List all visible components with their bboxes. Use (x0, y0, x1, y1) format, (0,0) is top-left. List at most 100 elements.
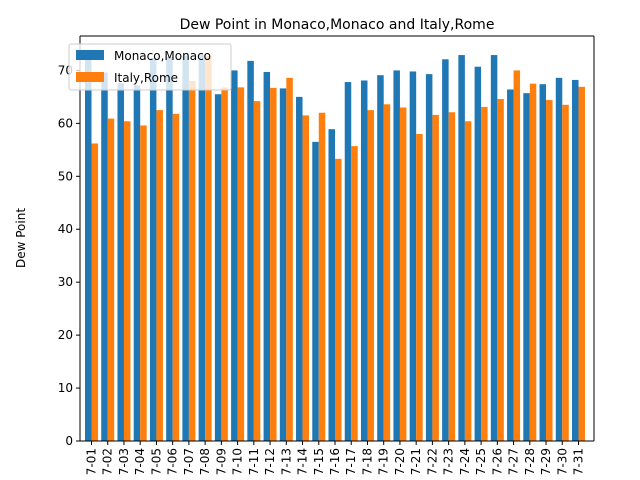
bar-italy-rome-7-24 (464, 121, 472, 442)
bar-italy-rome-7-31 (578, 86, 585, 441)
bar-italy-rome-7-06 (172, 113, 180, 441)
bar-monaco-monaco-7-14 (296, 96, 303, 441)
bar-monaco-monaco-7-06 (166, 57, 173, 442)
bar-monaco-monaco-7-29 (539, 84, 547, 442)
y-tick-label-20: 20 (58, 328, 73, 342)
x-tick-label-7-19: 7-19 (377, 448, 391, 475)
x-tick-label-7-30: 7-30 (555, 448, 569, 475)
x-axis-ticks: 7-01 7-02 7-03 7-04 7-05 7-06 7-07 7-08 7-09 7-10… (85, 441, 586, 475)
x-tick-label-7-05: 7-05 (149, 448, 163, 475)
legend-frame (68, 43, 232, 91)
bar-italy-rome-7-04 (140, 125, 147, 441)
x-tick-label-7-02: 7-02 (101, 448, 115, 475)
y-tick-label-50: 50 (58, 169, 73, 183)
bar-monaco-monaco-7-12 (263, 72, 271, 441)
bar-italy-rome-7-15 (318, 112, 326, 441)
x-tick-label-7-20: 7-20 (393, 448, 407, 475)
bar-italy-rome-7-23 (448, 112, 456, 442)
bar-monaco-monaco-7-13 (279, 88, 287, 441)
bar-monaco-monaco-7-23 (442, 59, 449, 441)
x-tick-label-7-24: 7-24 (458, 448, 472, 475)
bar-italy-rome-7-11 (253, 101, 261, 442)
bar-monaco-monaco-7-18 (360, 80, 368, 441)
bar-italy-rome-7-28 (529, 83, 537, 442)
x-tick-label-7-10: 7-10 (231, 448, 245, 475)
bar-italy-rome-7-08 (205, 56, 212, 442)
bar-group (85, 54, 585, 442)
x-tick-label-7-22: 7-22 (425, 448, 439, 475)
x-tick-label-7-17: 7-17 (344, 448, 358, 475)
x-tick-label-7-09: 7-09 (214, 448, 228, 475)
bar-italy-rome-7-19 (383, 104, 391, 441)
x-tick-label-7-26: 7-26 (490, 448, 504, 475)
bar-italy-rome-7-16 (335, 158, 342, 441)
x-tick-label-7-13: 7-13 (279, 448, 293, 475)
bar-italy-rome-7-21 (416, 133, 423, 441)
x-tick-label-7-07: 7-07 (182, 448, 196, 475)
y-axis-label: Dew Point (14, 208, 28, 268)
x-tick-label-7-03: 7-03 (117, 448, 131, 475)
bar-monaco-monaco-7-03 (117, 83, 124, 442)
legend-swatch-rome (76, 72, 104, 82)
bar-italy-rome-7-22 (432, 114, 439, 441)
bar-italy-rome-7-09 (221, 87, 228, 441)
bar-monaco-monaco-7-19 (377, 75, 384, 442)
bar-italy-rome-7-29 (546, 100, 553, 441)
x-tick-label-7-28: 7-28 (523, 448, 537, 475)
bar-monaco-monaco-7-27 (507, 89, 514, 441)
bar-italy-rome-7-10 (237, 87, 245, 441)
chart-title: Dew Point in Monaco,Monaco and Italy,Rom… (180, 17, 495, 33)
y-tick-label-10: 10 (58, 381, 73, 395)
bar-monaco-monaco-7-20 (393, 70, 400, 441)
bar-monaco-monaco-7-31 (572, 79, 579, 441)
bar-italy-rome-7-30 (562, 104, 569, 441)
x-tick-label-7-11: 7-11 (247, 448, 261, 475)
bar-italy-rome-7-03 (123, 121, 131, 442)
x-tick-label-7-06: 7-06 (166, 448, 180, 475)
bar-monaco-monaco-7-01 (85, 58, 92, 441)
x-tick-label-7-29: 7-29 (539, 448, 553, 475)
bar-monaco-monaco-7-04 (133, 85, 141, 442)
bar-monaco-monaco-7-25 (474, 66, 482, 442)
x-tick-label-7-04: 7-04 (133, 448, 147, 475)
bar-monaco-monaco-7-24 (458, 55, 465, 442)
bar-monaco-monaco-7-08 (198, 54, 206, 441)
x-tick-label-7-01: 7-01 (85, 448, 99, 475)
legend-label-monaco: Monaco,Monaco (114, 49, 211, 63)
legend-label-rome: Italy,Rome (114, 71, 178, 85)
x-tick-label-7-08: 7-08 (198, 448, 212, 475)
x-tick-label-7-25: 7-25 (474, 448, 488, 475)
legend-swatch-monaco (76, 50, 104, 60)
bar-italy-rome-7-25 (481, 106, 488, 441)
x-tick-label-7-18: 7-18 (360, 448, 374, 475)
bar-monaco-monaco-7-21 (409, 71, 417, 441)
bar-monaco-monaco-7-05 (149, 58, 157, 442)
bar-italy-rome-7-02 (107, 118, 115, 441)
bar-monaco-monaco-7-17 (344, 82, 352, 441)
bar-monaco-monaco-7-26 (490, 55, 498, 442)
legend: Monaco,Monaco Italy,Rome (68, 43, 232, 91)
bar-italy-rome-7-14 (302, 115, 310, 441)
bar-italy-rome-7-07 (188, 81, 196, 441)
bar-monaco-monaco-7-16 (328, 129, 335, 441)
bar-monaco-monaco-7-10 (231, 70, 238, 441)
bar-italy-rome-7-13 (286, 77, 293, 441)
bar-monaco-monaco-7-22 (425, 74, 433, 442)
y-tick-label-40: 40 (58, 222, 73, 236)
x-tick-label-7-21: 7-21 (409, 448, 423, 475)
y-tick-label-0: 0 (65, 434, 73, 448)
bar-monaco-monaco-7-30 (555, 77, 563, 441)
x-tick-label-7-15: 7-15 (312, 448, 326, 475)
bar-italy-rome-7-05 (156, 110, 163, 442)
x-tick-label-7-16: 7-16 (328, 448, 342, 475)
bar-monaco-monaco-7-02 (101, 72, 108, 441)
bar-italy-rome-7-18 (367, 110, 374, 442)
bar-italy-rome-7-27 (513, 70, 521, 441)
bar-monaco-monaco-7-15 (312, 141, 319, 441)
bar-italy-rome-7-12 (270, 87, 277, 441)
plot-frame (79, 35, 595, 442)
x-tick-label-7-12: 7-12 (263, 448, 277, 475)
bar-italy-rome-7-01 (91, 143, 98, 441)
bar-italy-rome-7-20 (399, 107, 407, 441)
bar-monaco-monaco-7-28 (523, 93, 530, 442)
